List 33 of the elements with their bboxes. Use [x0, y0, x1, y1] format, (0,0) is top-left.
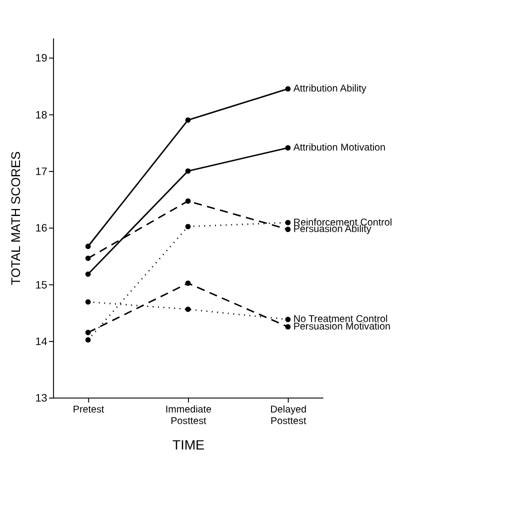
series-label: Attribution Ability: [293, 84, 366, 95]
y-tick-label: 17: [35, 166, 48, 178]
point: [285, 226, 291, 232]
y-tick-label: 15: [35, 279, 48, 292]
series-label: Attribution Motivation: [293, 142, 386, 154]
point: [85, 299, 91, 305]
point: [185, 306, 191, 312]
point: [185, 280, 191, 286]
point: [285, 324, 291, 330]
point: [85, 337, 91, 343]
x-tick-label: Immediate Posttest: [165, 404, 212, 428]
y-tick-label: 13: [35, 392, 48, 405]
y-tick-label: 18: [35, 109, 48, 122]
y-axis-title: TOTAL MATH SCORES: [8, 151, 23, 286]
point: [285, 86, 291, 92]
point: [185, 168, 191, 174]
point: [185, 198, 191, 204]
point: [185, 117, 191, 123]
point: [85, 330, 91, 336]
point: [285, 220, 291, 226]
y-tick-label: 19: [35, 52, 48, 65]
y-tick-label: 16: [35, 222, 48, 235]
series-label: Persuasion Ability: [293, 224, 372, 236]
x-tick-label: Delayed Posttest: [270, 404, 306, 428]
x-axis-title: TIME: [172, 437, 205, 452]
x-tick-label: Pretest: [72, 404, 104, 416]
point: [285, 316, 291, 322]
point: [85, 256, 91, 261]
y-tick-label: 14: [35, 336, 48, 348]
point: [85, 271, 91, 277]
point: [185, 224, 191, 230]
point: [85, 244, 91, 250]
point: [285, 145, 291, 150]
